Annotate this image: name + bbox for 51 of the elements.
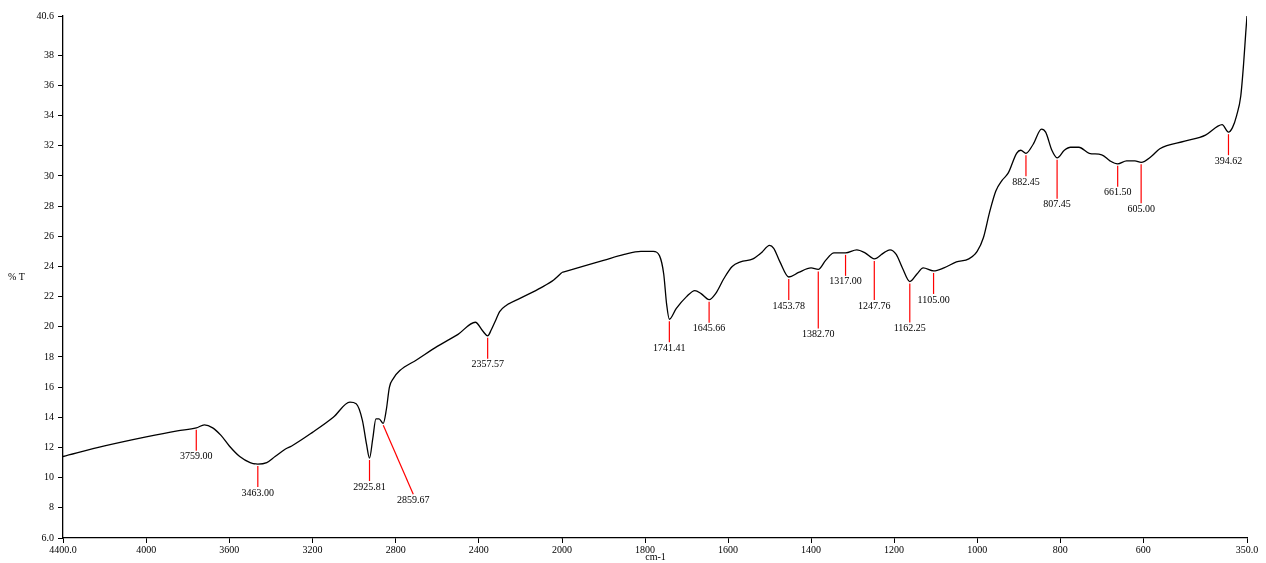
y-tick-label: 26 xyxy=(44,229,54,241)
y-tick-label: 32 xyxy=(44,139,54,151)
y-tick-label: 18 xyxy=(44,350,54,362)
y-tick-label: 6.0 xyxy=(41,531,54,543)
annotation: 1453.78 xyxy=(772,299,805,311)
y-tick-label: 12 xyxy=(44,441,54,453)
y-tick-label: 28 xyxy=(44,199,54,211)
y-tick-label: 36 xyxy=(44,79,54,91)
x-tick-label: 3600 xyxy=(219,543,240,555)
annotation: 1645.66 xyxy=(692,322,725,334)
y-tick-label: 24 xyxy=(44,260,54,272)
y-tick-label: 8 xyxy=(49,501,54,513)
y-tick-label: 22 xyxy=(44,290,54,302)
annotation: 1382.70 xyxy=(801,328,835,340)
y-tick-label: 16 xyxy=(44,380,54,392)
y-tick-label: 30 xyxy=(44,169,54,181)
annotation: 1317.00 xyxy=(828,275,862,287)
annotation: 807.45 xyxy=(1042,198,1071,210)
annotation: 605.00 xyxy=(1126,202,1155,214)
annotation: 882.45 xyxy=(1011,175,1040,187)
x-tick-label: 4400.0 xyxy=(49,543,77,555)
annotation: 1741.41 xyxy=(652,341,686,353)
annotation: 661.50 xyxy=(1103,186,1131,198)
y-tick-label: 34 xyxy=(44,109,54,121)
annotation: 394.62 xyxy=(1214,154,1242,166)
x-tick-label: 1400 xyxy=(800,543,821,555)
x-tick-label: 4000 xyxy=(136,543,157,555)
annotation: 2357.57 xyxy=(471,358,504,370)
y-tick-label: 14 xyxy=(44,410,54,422)
y-tick-label: 38 xyxy=(44,48,54,60)
annotation: 3463.00 xyxy=(241,486,275,498)
y-axis-title: % T xyxy=(8,270,25,282)
y-tick-label: 40.6 xyxy=(36,9,54,21)
annotation: 2925.81 xyxy=(353,480,386,492)
annotation: 1162.25 xyxy=(893,322,926,334)
y-tick-label: 10 xyxy=(44,471,54,483)
annotation: 2859.67 xyxy=(397,493,430,505)
annotation: 1247.76 xyxy=(857,299,891,311)
annotation: 3759.00 xyxy=(180,450,213,462)
x-tick-label: 1600 xyxy=(717,543,738,555)
x-tick-label: 600 xyxy=(1135,543,1151,555)
x-tick-label: 2000 xyxy=(551,543,572,555)
annotation: 1105.00 xyxy=(917,293,950,305)
x-tick-label: 3200 xyxy=(302,543,323,555)
x-tick-label: 1200 xyxy=(883,543,904,555)
x-tick-label: 1000 xyxy=(966,543,987,555)
x-tick-label: 800 xyxy=(1052,543,1068,555)
y-tick-label: 20 xyxy=(44,320,54,332)
x-tick-label: 350.0 xyxy=(1235,543,1258,555)
x-tick-label: 2400 xyxy=(468,543,489,555)
x-tick-label: 2800 xyxy=(385,543,406,555)
